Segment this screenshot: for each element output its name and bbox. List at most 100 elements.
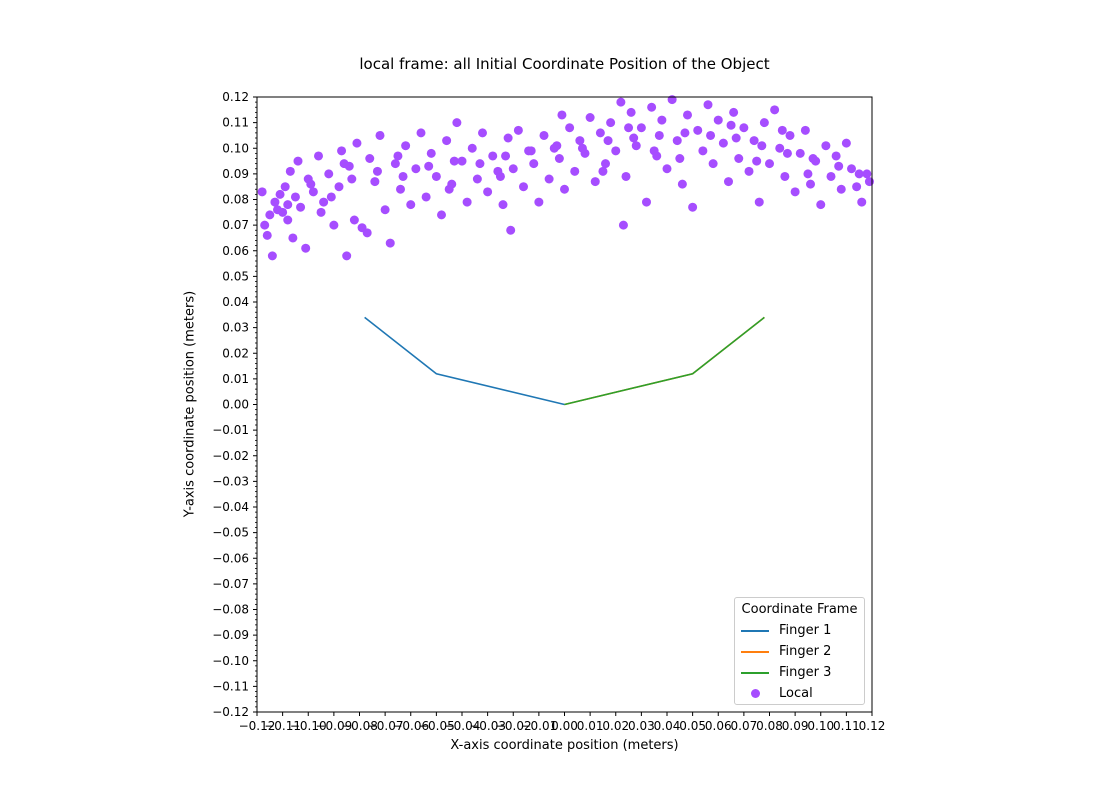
scatter-point bbox=[339, 159, 349, 169]
scatter-point bbox=[618, 220, 628, 230]
scatter-point bbox=[662, 164, 672, 174]
scatter-point bbox=[777, 125, 787, 135]
scatter-point bbox=[800, 125, 810, 135]
scatter-point bbox=[677, 179, 687, 189]
x-tick-label: 0.06 bbox=[705, 719, 732, 733]
scatter-point bbox=[590, 177, 600, 187]
y-tick-label: 0.03 bbox=[222, 321, 249, 335]
legend: Coordinate Frame Finger 1 Finger 2 Finge… bbox=[734, 597, 865, 705]
scatter-point bbox=[570, 166, 580, 176]
scatter-point bbox=[329, 220, 339, 230]
y-tick-label: −0.07 bbox=[212, 577, 249, 591]
y-tick-label: −0.08 bbox=[212, 603, 249, 617]
finger-1-line bbox=[364, 316, 565, 406]
scatter-point bbox=[306, 179, 316, 189]
finger-2-swatch bbox=[741, 650, 769, 653]
x-tick-label: −0.08 bbox=[341, 719, 378, 733]
scatter-point bbox=[293, 156, 303, 166]
x-tick-label: −0.09 bbox=[315, 719, 352, 733]
scatter-point bbox=[775, 143, 785, 153]
scatter-point bbox=[452, 118, 462, 128]
scatter-point bbox=[467, 143, 477, 153]
scatter-point bbox=[475, 159, 485, 169]
y-tick-label: 0.12 bbox=[222, 90, 249, 104]
finger-lines bbox=[364, 316, 765, 406]
y-tick-label: −0.03 bbox=[212, 474, 249, 488]
scatter-point bbox=[262, 230, 272, 240]
scatter-point bbox=[603, 136, 613, 146]
y-tick-label: 0.04 bbox=[222, 295, 249, 309]
scatter-point bbox=[770, 105, 780, 115]
scatter-point bbox=[290, 192, 300, 202]
scatter-point bbox=[316, 207, 326, 217]
y-tick-label: −0.02 bbox=[212, 449, 249, 463]
scatter-point bbox=[326, 192, 336, 202]
x-tick-label: −0.04 bbox=[444, 719, 481, 733]
scatter-point bbox=[442, 136, 452, 146]
scatter-point bbox=[278, 207, 288, 217]
scatter-point bbox=[267, 251, 277, 261]
x-tick-label: −0.06 bbox=[392, 719, 429, 733]
scatter-point bbox=[270, 197, 280, 207]
x-tick-label: 0.07 bbox=[731, 719, 758, 733]
scatter-point bbox=[831, 151, 841, 161]
scatter-point bbox=[301, 243, 311, 253]
scatter-point bbox=[759, 118, 769, 128]
scatter-point bbox=[483, 187, 493, 197]
scatter-point bbox=[834, 161, 844, 171]
scatter-point bbox=[411, 164, 421, 174]
scatter-point bbox=[680, 128, 690, 138]
scatter-point bbox=[365, 154, 375, 163]
scatter-point bbox=[324, 169, 334, 179]
x-tick-label: 0.02 bbox=[602, 719, 629, 733]
scatter-point bbox=[314, 151, 323, 161]
x-tick-label: −0.11 bbox=[264, 719, 301, 733]
scatter-point bbox=[754, 197, 764, 207]
x-tick-label: 0.10 bbox=[807, 719, 834, 733]
scatter-point bbox=[749, 136, 759, 146]
scatter-point bbox=[260, 220, 270, 230]
legend-label: Local bbox=[779, 686, 813, 701]
scatter-point bbox=[744, 166, 754, 176]
scatter-point bbox=[642, 197, 651, 207]
scatter-point bbox=[724, 177, 733, 187]
scatter-point bbox=[577, 143, 587, 153]
scatter-point bbox=[595, 128, 605, 138]
scatter-point bbox=[683, 110, 692, 120]
scatter-point bbox=[713, 115, 723, 125]
scatter-point bbox=[280, 182, 290, 192]
scatter-point bbox=[836, 184, 846, 194]
scatter-point bbox=[506, 225, 516, 235]
scatter-points bbox=[257, 95, 874, 261]
scatter-point bbox=[501, 151, 511, 161]
scatter-point bbox=[752, 156, 762, 166]
legend-label: Finger 1 bbox=[779, 623, 832, 638]
scatter-point bbox=[472, 174, 482, 184]
scatter-point bbox=[370, 177, 380, 187]
x-tick-label: 0.11 bbox=[833, 719, 860, 733]
scatter-point bbox=[257, 187, 267, 197]
scatter-point bbox=[847, 164, 856, 174]
scatter-point bbox=[426, 148, 436, 158]
scatter-point bbox=[672, 136, 682, 146]
scatter-point bbox=[283, 200, 293, 210]
scatter-point bbox=[385, 238, 395, 248]
scatter-point bbox=[693, 125, 703, 135]
scatter-point bbox=[626, 107, 636, 117]
scatter-point bbox=[565, 123, 575, 133]
y-tick-label: −0.11 bbox=[212, 679, 249, 693]
scatter-point bbox=[667, 95, 677, 105]
scatter-point bbox=[362, 228, 372, 238]
scatter-point bbox=[852, 182, 862, 192]
chart-title: local frame: all Initial Coordinate Posi… bbox=[359, 55, 770, 73]
scatter-point bbox=[539, 130, 549, 140]
y-tick-label: −0.04 bbox=[212, 500, 249, 514]
scatter-point bbox=[552, 141, 562, 151]
scatter-point bbox=[508, 164, 518, 174]
scatter-point bbox=[380, 205, 390, 215]
x-tick-label: −0.01 bbox=[520, 719, 557, 733]
scatter-point bbox=[372, 166, 382, 176]
scatter-point bbox=[457, 156, 467, 166]
scatter-point bbox=[703, 100, 713, 110]
scatter-point bbox=[636, 123, 646, 133]
